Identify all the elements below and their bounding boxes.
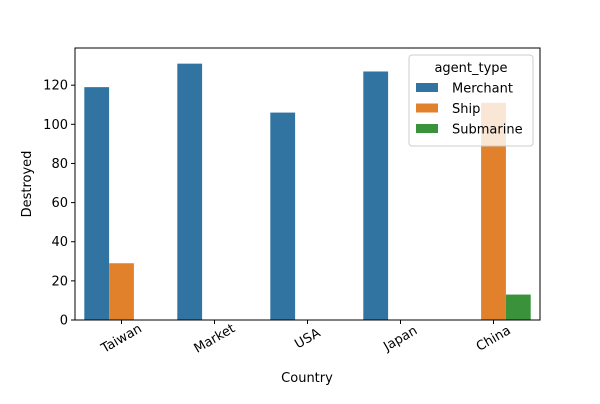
bar-merchant-market — [177, 63, 203, 321]
legend-label-ship: Ship — [452, 102, 480, 117]
bar-merchant-usa — [270, 112, 296, 320]
bar-merchant-japan — [363, 71, 389, 320]
bar-merchant-taiwan — [84, 87, 110, 320]
legend-title: agent_type — [434, 61, 507, 76]
legend-swatch-merchant — [416, 83, 438, 92]
y-tick-label: 60 — [51, 196, 68, 211]
legend-swatch-submarine — [416, 124, 438, 133]
y-tick-label: 80 — [51, 157, 68, 172]
x-tick-label: Taiwan — [98, 321, 145, 357]
x-tick-label: Japan — [380, 323, 420, 355]
x-tick-label: Market — [192, 321, 238, 356]
y-tick-label: 100 — [43, 118, 68, 133]
legend-frame — [408, 54, 534, 147]
y-tick-label: 40 — [51, 235, 68, 250]
y-tick-label: 120 — [43, 79, 68, 94]
bar-submarine-china — [505, 294, 531, 320]
legend-label-merchant: Merchant — [452, 82, 513, 97]
legend-label-submarine: Submarine — [452, 123, 523, 138]
legend-swatch-ship — [416, 103, 438, 113]
bar-ship-taiwan — [109, 263, 134, 320]
y-tick-label: 0 — [60, 314, 68, 329]
y-axis-label: Destroyed — [20, 151, 35, 218]
x-tick-label: China — [474, 323, 514, 355]
y-ticks: 0 20 40 60 80 100 120 — [43, 79, 75, 329]
x-axis-label: Country — [281, 371, 333, 386]
legend-items: Merchant Ship Submarine — [416, 82, 523, 138]
x-ticks: Taiwan Market USA Japan China — [98, 320, 514, 357]
bars-layer — [84, 63, 531, 321]
y-tick-label: 20 — [51, 274, 68, 289]
x-tick-label: USA — [292, 326, 323, 352]
legend: agent_type Merchant Ship Submarine — [408, 54, 534, 147]
